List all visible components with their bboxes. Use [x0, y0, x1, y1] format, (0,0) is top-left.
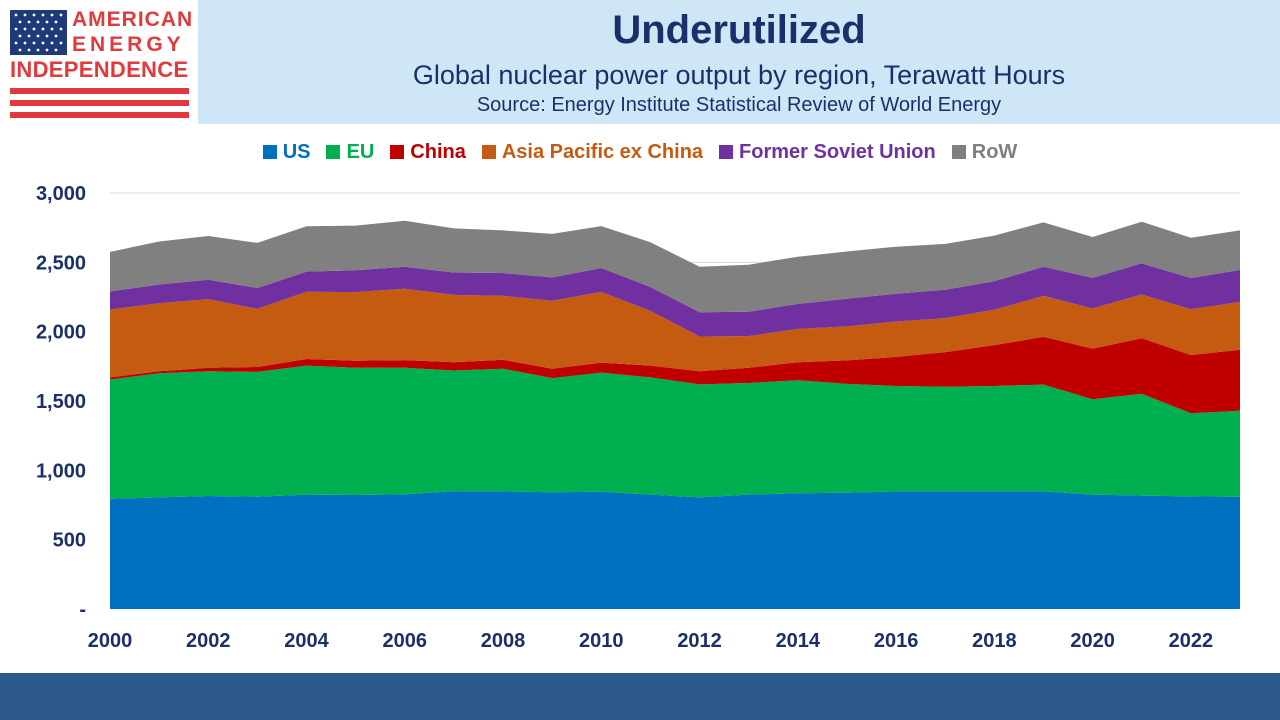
x-tick-label: 2000: [88, 630, 133, 652]
x-tick-label: 2022: [1169, 630, 1214, 652]
x-tick-label: 2010: [579, 630, 624, 652]
footer-bar: [0, 673, 1280, 720]
chart-subtitle: Global nuclear power output by region, T…: [412, 60, 1066, 90]
logo: AMERICAN ENERGY INDEPENDENCE: [0, 0, 198, 124]
y-tick-label: 1,000: [36, 460, 86, 482]
legend-label: US: [282, 141, 311, 163]
legend-label: EU: [346, 141, 375, 163]
legend-label: Asia Pacific ex China: [501, 141, 704, 163]
legend-swatch: [262, 145, 277, 159]
logo-line-3: INDEPENDENCE: [10, 57, 189, 82]
y-tick-label: -: [79, 599, 86, 621]
chart-legend: US EU China Asia Pacific ex China Former Sov…: [0, 141, 1280, 164]
logo-line-1: AMERICAN: [72, 8, 194, 31]
area-china: [110, 336, 1240, 414]
x-tick-label: 2014: [776, 630, 821, 652]
chart-title: Underutilized: [612, 8, 866, 52]
legend-label: China: [410, 141, 466, 163]
legend-item: Former Soviet Union: [719, 141, 936, 164]
y-tick-label: 2,500: [36, 252, 86, 274]
legend-swatch: [481, 145, 496, 159]
x-tick-label: 2006: [383, 630, 428, 652]
area-eu: [110, 365, 1240, 499]
legend-swatch: [326, 145, 341, 159]
legend-item: Asia Pacific ex China: [481, 141, 704, 164]
area-row: [110, 220, 1240, 313]
legend-item: RoW: [951, 141, 1018, 164]
logo-line-2: ENERGY: [72, 33, 185, 56]
logo-stripe: [10, 88, 189, 94]
y-tick-label: 3,000: [36, 183, 86, 205]
area-former-soviet-union: [110, 263, 1240, 337]
x-tick-label: 2018: [972, 630, 1017, 652]
legend-item: EU: [326, 141, 374, 164]
x-tick-label: 2012: [677, 630, 722, 652]
x-tick-label: 2008: [481, 630, 526, 652]
logo-stripe: [10, 112, 189, 118]
y-tick-label: 1,500: [36, 391, 86, 413]
x-tick-label: 2020: [1070, 630, 1115, 652]
legend-label: Former Soviet Union: [739, 141, 936, 163]
stacked-area-chart: - 500 1,000 1,500 2,000 2,500 3,000 2000 2002 200…: [36, 183, 1240, 652]
legend-item: US: [262, 141, 311, 164]
legend-swatch: [390, 145, 405, 159]
y-tick-label: 500: [53, 530, 86, 552]
legend-swatch: [719, 145, 734, 159]
header-banner: [198, 0, 1280, 124]
x-tick-label: 2004: [284, 630, 329, 652]
chart-source: Source: Energy Institute Statistical Rev…: [476, 94, 1002, 116]
logo-stripe: [10, 100, 189, 106]
area-asia-pacific-ex-china: [110, 288, 1240, 378]
legend-swatch: [951, 145, 966, 159]
legend-item: China: [390, 141, 466, 164]
x-tick-label: 2016: [874, 630, 919, 652]
x-tick-label: 2002: [186, 630, 231, 652]
y-tick-label: 2,000: [36, 322, 86, 344]
legend-label: RoW: [971, 141, 1018, 163]
flag-icon: [10, 10, 67, 55]
area-us: [110, 491, 1240, 609]
